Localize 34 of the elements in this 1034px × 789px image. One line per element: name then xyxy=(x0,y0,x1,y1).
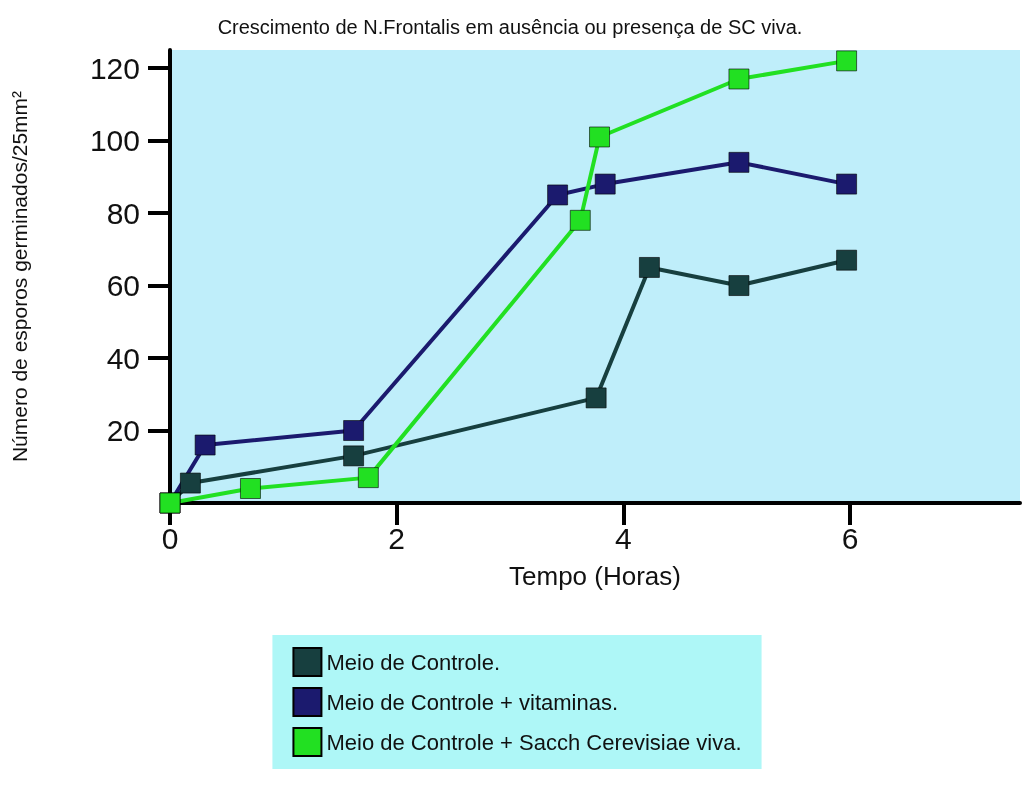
point xyxy=(194,434,216,456)
point xyxy=(836,173,857,195)
point xyxy=(639,257,660,278)
chart-title: Crescimento de N.Frontalis em ausência ou presença de SC viva. xyxy=(217,16,803,38)
legend-label: Meio de Controle + vitaminas. xyxy=(326,689,619,715)
legend-label: Meio de Controle. xyxy=(326,649,501,675)
legend-label: Meio de Controle + Sacch Cerevisiae viva. xyxy=(326,729,742,755)
point xyxy=(569,210,591,231)
y-tick-label: 60 xyxy=(106,269,140,303)
y-axis-title: Número de esporos germinados/25mm² xyxy=(8,90,31,463)
point xyxy=(836,50,857,72)
y-tick-label: 40 xyxy=(106,341,140,375)
point xyxy=(240,478,261,499)
point xyxy=(728,275,750,296)
point xyxy=(589,126,610,148)
point xyxy=(585,387,607,409)
y-tick-label: 80 xyxy=(106,196,140,230)
point xyxy=(728,152,750,173)
point xyxy=(358,467,379,488)
point xyxy=(343,445,364,467)
x-tick-label: 0 xyxy=(161,521,179,555)
x-tick-label: 6 xyxy=(841,521,859,555)
point xyxy=(547,184,568,206)
point xyxy=(343,420,364,441)
point xyxy=(728,68,750,90)
y-tick-label: 20 xyxy=(106,414,140,448)
y-tick-label: 120 xyxy=(89,51,140,85)
x-tick-label: 4 xyxy=(614,521,632,555)
point xyxy=(180,472,201,494)
y-tick-label: 100 xyxy=(89,124,140,158)
x-tick-label: 2 xyxy=(388,521,406,555)
point xyxy=(594,173,616,195)
x-axis-title: Tempo (Horas) xyxy=(509,561,681,591)
point xyxy=(836,249,857,271)
